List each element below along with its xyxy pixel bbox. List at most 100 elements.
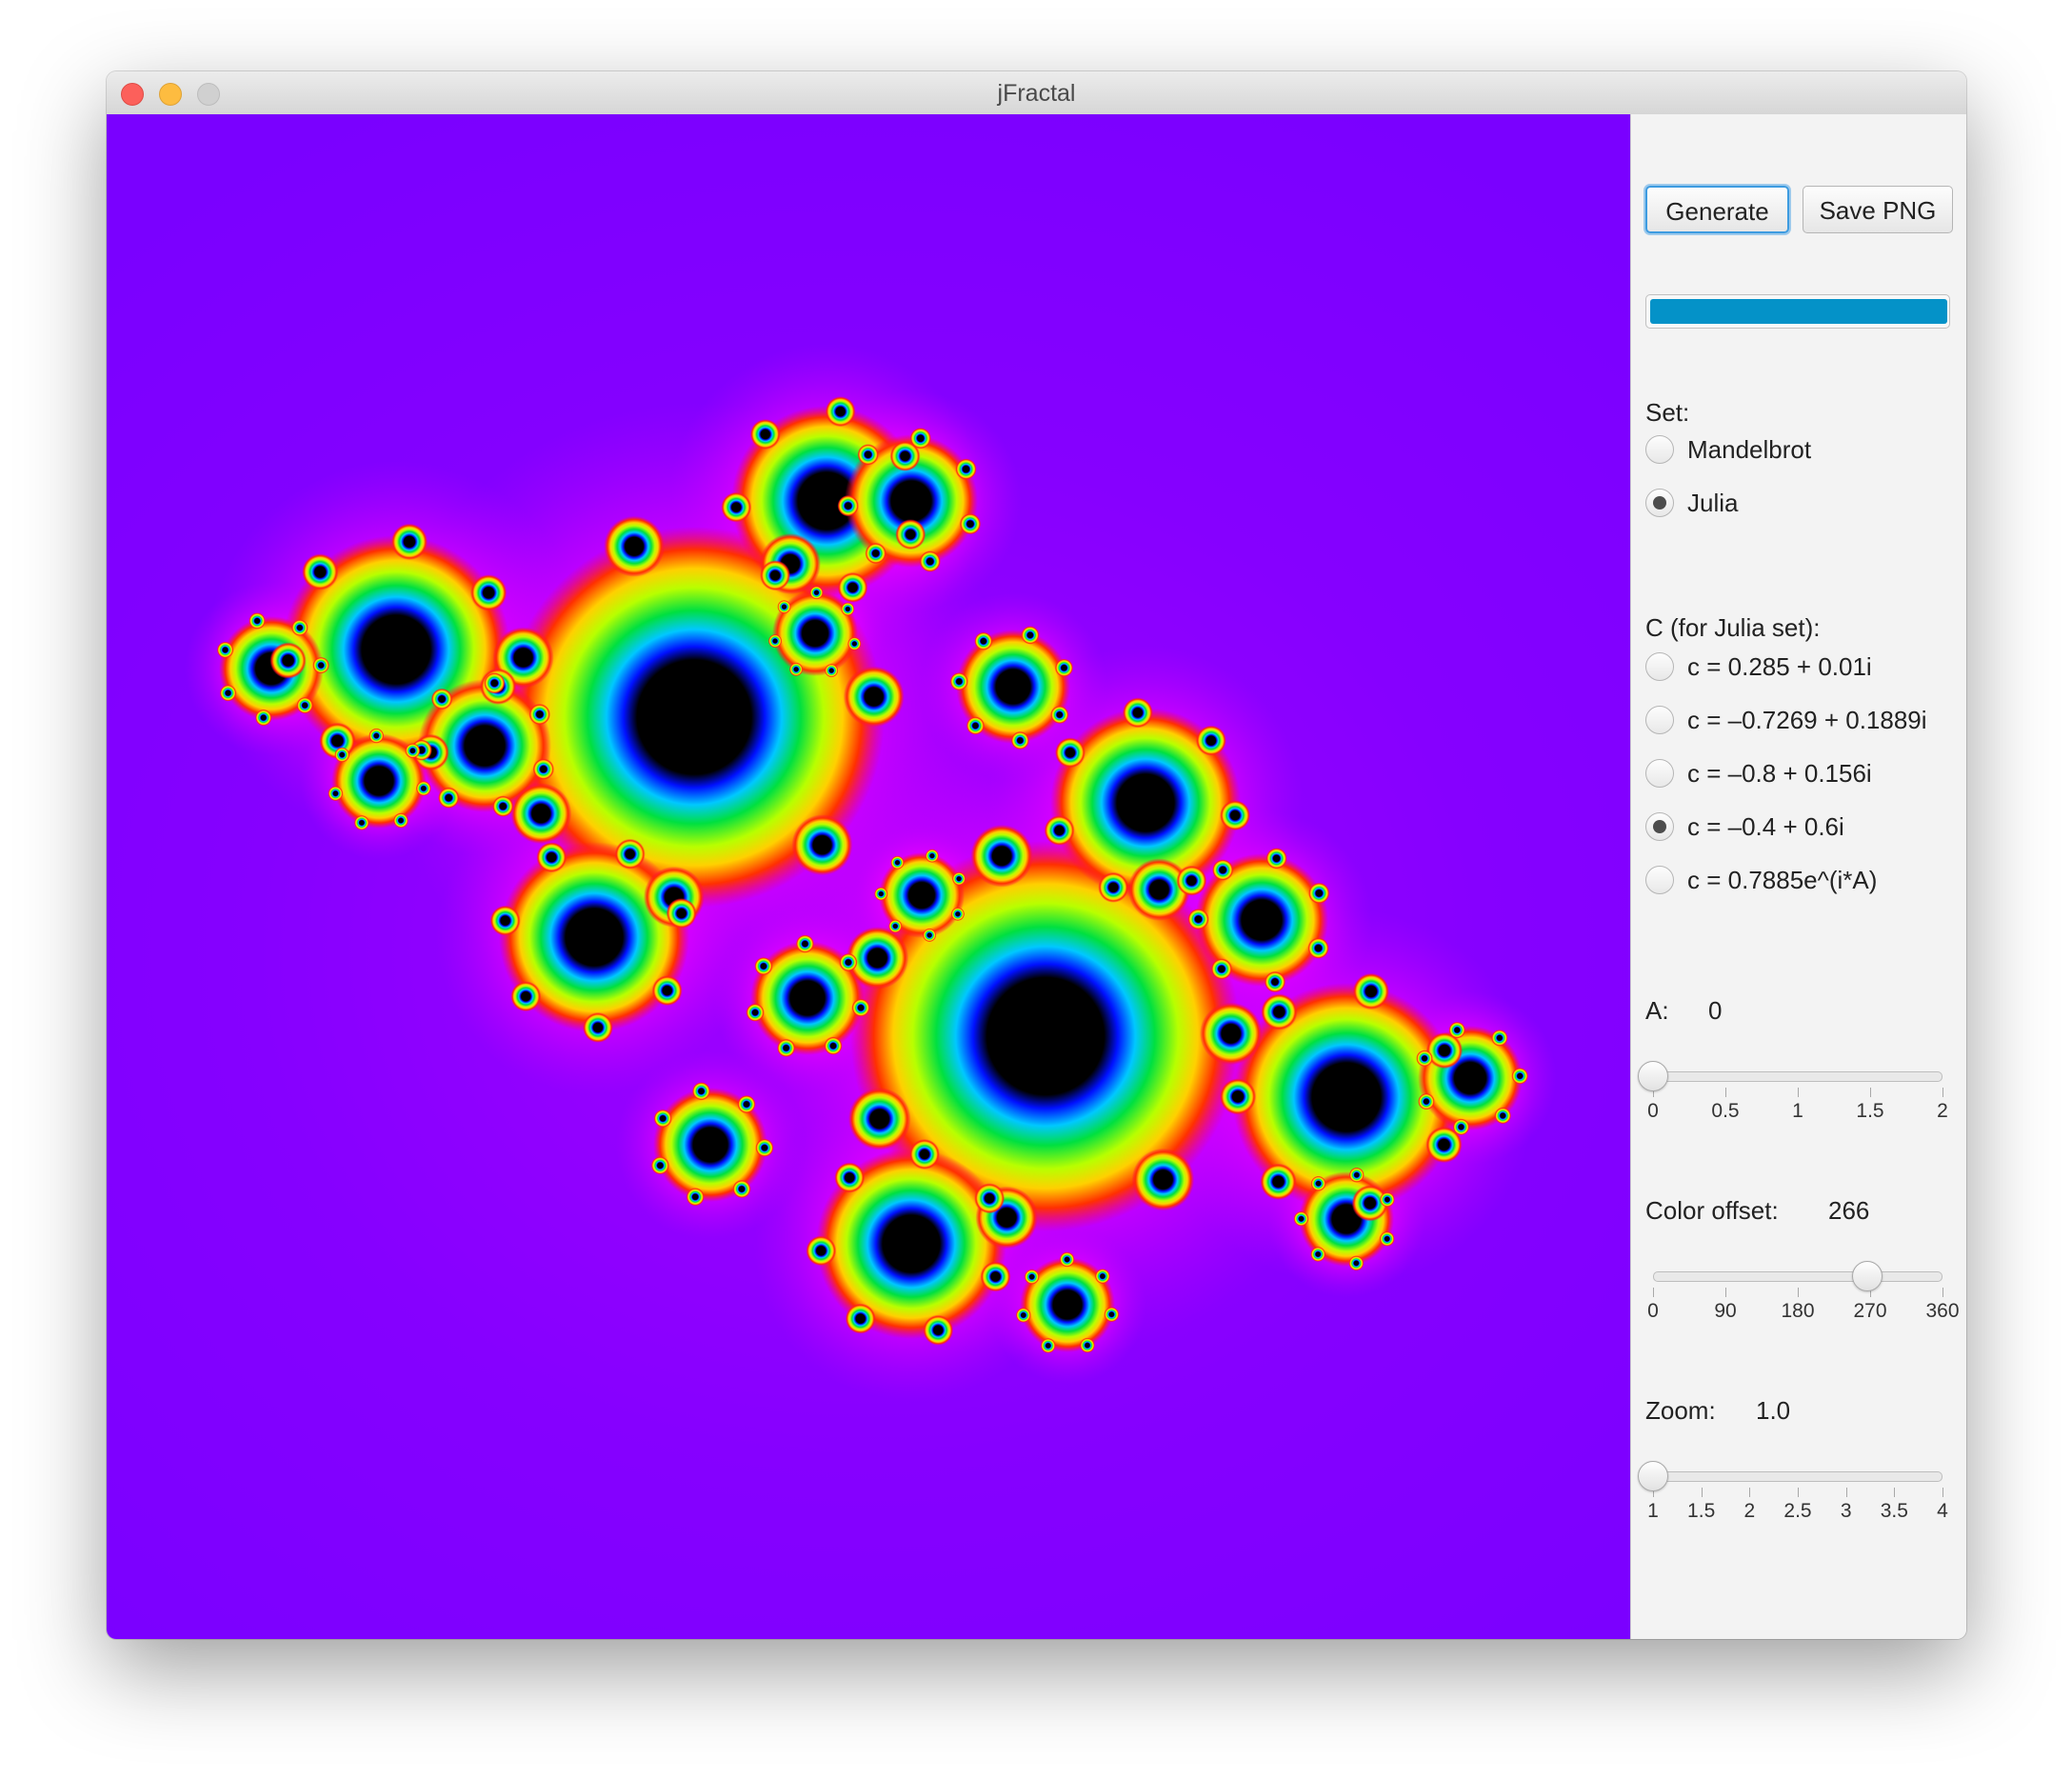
fractal-bulb bbox=[1232, 983, 1461, 1211]
fractal-satellite bbox=[334, 747, 350, 763]
slider-tick-label: 3.5 bbox=[1880, 1500, 1908, 1522]
fractal-satellite bbox=[791, 814, 853, 876]
slider-thumb[interactable] bbox=[1851, 1261, 1883, 1291]
slider-tick-label: 180 bbox=[1781, 1300, 1815, 1322]
fractal-satellite bbox=[845, 1303, 876, 1334]
radio-c-option-5[interactable]: c = 0.7885e^(i*A) bbox=[1645, 864, 1877, 896]
fractal-satellite bbox=[1054, 737, 1086, 769]
fractal-satellite bbox=[1176, 865, 1207, 896]
radio-c-option-2[interactable]: c = –0.7269 + 0.1889i bbox=[1645, 704, 1927, 736]
fractal-bulb bbox=[219, 616, 324, 721]
fractal-satellite bbox=[922, 928, 937, 943]
fractal-satellite bbox=[1348, 1167, 1365, 1183]
radio-c-option-4[interactable]: c = –0.4 + 0.6i bbox=[1645, 810, 1844, 843]
fractal-bulb bbox=[1020, 1257, 1115, 1352]
fractal-satellite bbox=[754, 956, 773, 976]
fractal-satellite bbox=[1054, 658, 1074, 677]
fractal-satellite bbox=[328, 786, 344, 802]
fractal-satellite bbox=[1425, 1126, 1463, 1164]
fractal-satellite bbox=[614, 838, 646, 870]
fractal-satellite bbox=[1293, 1210, 1309, 1227]
slider-tick-label: 90 bbox=[1714, 1300, 1737, 1322]
radio-julia[interactable]: Julia bbox=[1645, 487, 1738, 519]
slider-tick bbox=[1798, 1488, 1799, 1497]
fractal-satellite bbox=[1310, 1175, 1326, 1191]
fractal-satellite bbox=[1264, 970, 1286, 993]
fractal-satellite bbox=[837, 571, 868, 603]
slider-tick bbox=[1653, 1288, 1654, 1297]
fractal-satellite bbox=[809, 586, 824, 600]
fractal-bulb bbox=[331, 733, 427, 829]
slider-track[interactable] bbox=[1653, 1271, 1942, 1282]
fractal-satellite bbox=[1024, 1269, 1040, 1285]
slider-tick-label: 1 bbox=[1792, 1100, 1803, 1122]
generate-button[interactable]: Generate bbox=[1645, 186, 1789, 233]
fractal-bulb bbox=[750, 941, 865, 1055]
fractal-satellite bbox=[415, 780, 431, 796]
fractal-satellite bbox=[865, 542, 887, 565]
slider-tick bbox=[1653, 1088, 1654, 1097]
fractal-satellite bbox=[1219, 1078, 1257, 1115]
fractal-bulb bbox=[850, 841, 1241, 1231]
minimize-window-button[interactable] bbox=[159, 83, 182, 106]
fractal-canvas[interactable] bbox=[107, 114, 1630, 1639]
slider-tick bbox=[1894, 1488, 1896, 1497]
zoom-slider[interactable]: 1 1.5 2 2.5 3 3.5 4 bbox=[1638, 1457, 1950, 1533]
fractal-satellite bbox=[841, 602, 855, 616]
fractal-satellite bbox=[438, 787, 460, 809]
slider-track[interactable] bbox=[1653, 1471, 1942, 1482]
fractal-satellite bbox=[874, 887, 888, 901]
fractal-bulb bbox=[772, 590, 858, 676]
fractal-satellite bbox=[974, 1183, 1006, 1214]
slider-track[interactable] bbox=[1653, 1071, 1942, 1082]
fractal-satellite bbox=[216, 641, 234, 659]
fractal-satellite bbox=[650, 1156, 669, 1175]
fractal-satellite bbox=[721, 491, 752, 523]
radio-label: Mandelbrot bbox=[1687, 434, 1812, 464]
slider-thumb[interactable] bbox=[1638, 1461, 1668, 1491]
fractal-satellite bbox=[908, 1139, 940, 1170]
fractal-satellite bbox=[737, 1094, 756, 1114]
slider-tick bbox=[1701, 1488, 1703, 1497]
fractal-satellite bbox=[492, 795, 514, 817]
fractal-satellite bbox=[1307, 937, 1329, 959]
radio-mandelbrot[interactable]: Mandelbrot bbox=[1645, 433, 1811, 466]
fractal-satellite bbox=[1220, 800, 1251, 831]
fractal-bulb bbox=[499, 842, 689, 1032]
fractal-satellite bbox=[1511, 1068, 1529, 1085]
fractal-satellite bbox=[302, 553, 339, 590]
save-png-button[interactable]: Save PNG bbox=[1803, 186, 1953, 233]
color-offset-slider[interactable]: 0 90 180 270 360 bbox=[1645, 1257, 1960, 1333]
slider-tick bbox=[1749, 1488, 1751, 1497]
fractal-satellite bbox=[1021, 626, 1040, 645]
fractal-satellite bbox=[353, 814, 369, 830]
radio-c-option-1[interactable]: c = 0.285 + 0.01i bbox=[1645, 650, 1872, 683]
fractal-satellite bbox=[1379, 1191, 1395, 1208]
control-panel: Generate Save PNG Set: Mandelbrot Julia … bbox=[1630, 114, 1966, 1639]
fractal-satellite bbox=[1416, 1049, 1433, 1068]
slider-tick bbox=[1870, 1088, 1871, 1097]
fractal-bulb bbox=[816, 1149, 1006, 1339]
fractal-satellite bbox=[219, 684, 237, 702]
fractal-satellite bbox=[980, 1261, 1011, 1292]
fractal-satellite bbox=[1452, 1118, 1470, 1136]
zoom-window-button[interactable] bbox=[197, 83, 220, 106]
fractal-satellite bbox=[923, 1314, 954, 1346]
a-slider[interactable]: 0 0.5 1 1.5 2 bbox=[1638, 1057, 1950, 1133]
radio-indicator bbox=[1645, 652, 1674, 681]
fractal-satellite bbox=[966, 716, 985, 735]
fractal-satellite bbox=[959, 512, 982, 535]
fractal-satellite bbox=[839, 952, 858, 972]
fractal-bulb bbox=[845, 434, 978, 568]
title-bar[interactable]: jFractal bbox=[107, 71, 1966, 115]
close-window-button[interactable] bbox=[121, 83, 144, 106]
radio-c-option-3[interactable]: c = –0.8 + 0.156i bbox=[1645, 757, 1872, 790]
radio-label: c = –0.4 + 0.6i bbox=[1687, 811, 1844, 841]
fractal-satellite bbox=[1094, 1269, 1110, 1285]
fractal-satellite bbox=[1104, 1307, 1120, 1323]
slider-thumb[interactable] bbox=[1638, 1061, 1668, 1091]
radio-label: Julia bbox=[1687, 488, 1739, 517]
color-offset-value: 266 bbox=[1828, 1196, 1870, 1225]
slider-tick-label: 0 bbox=[1647, 1100, 1659, 1122]
slider-tick bbox=[1725, 1288, 1726, 1297]
